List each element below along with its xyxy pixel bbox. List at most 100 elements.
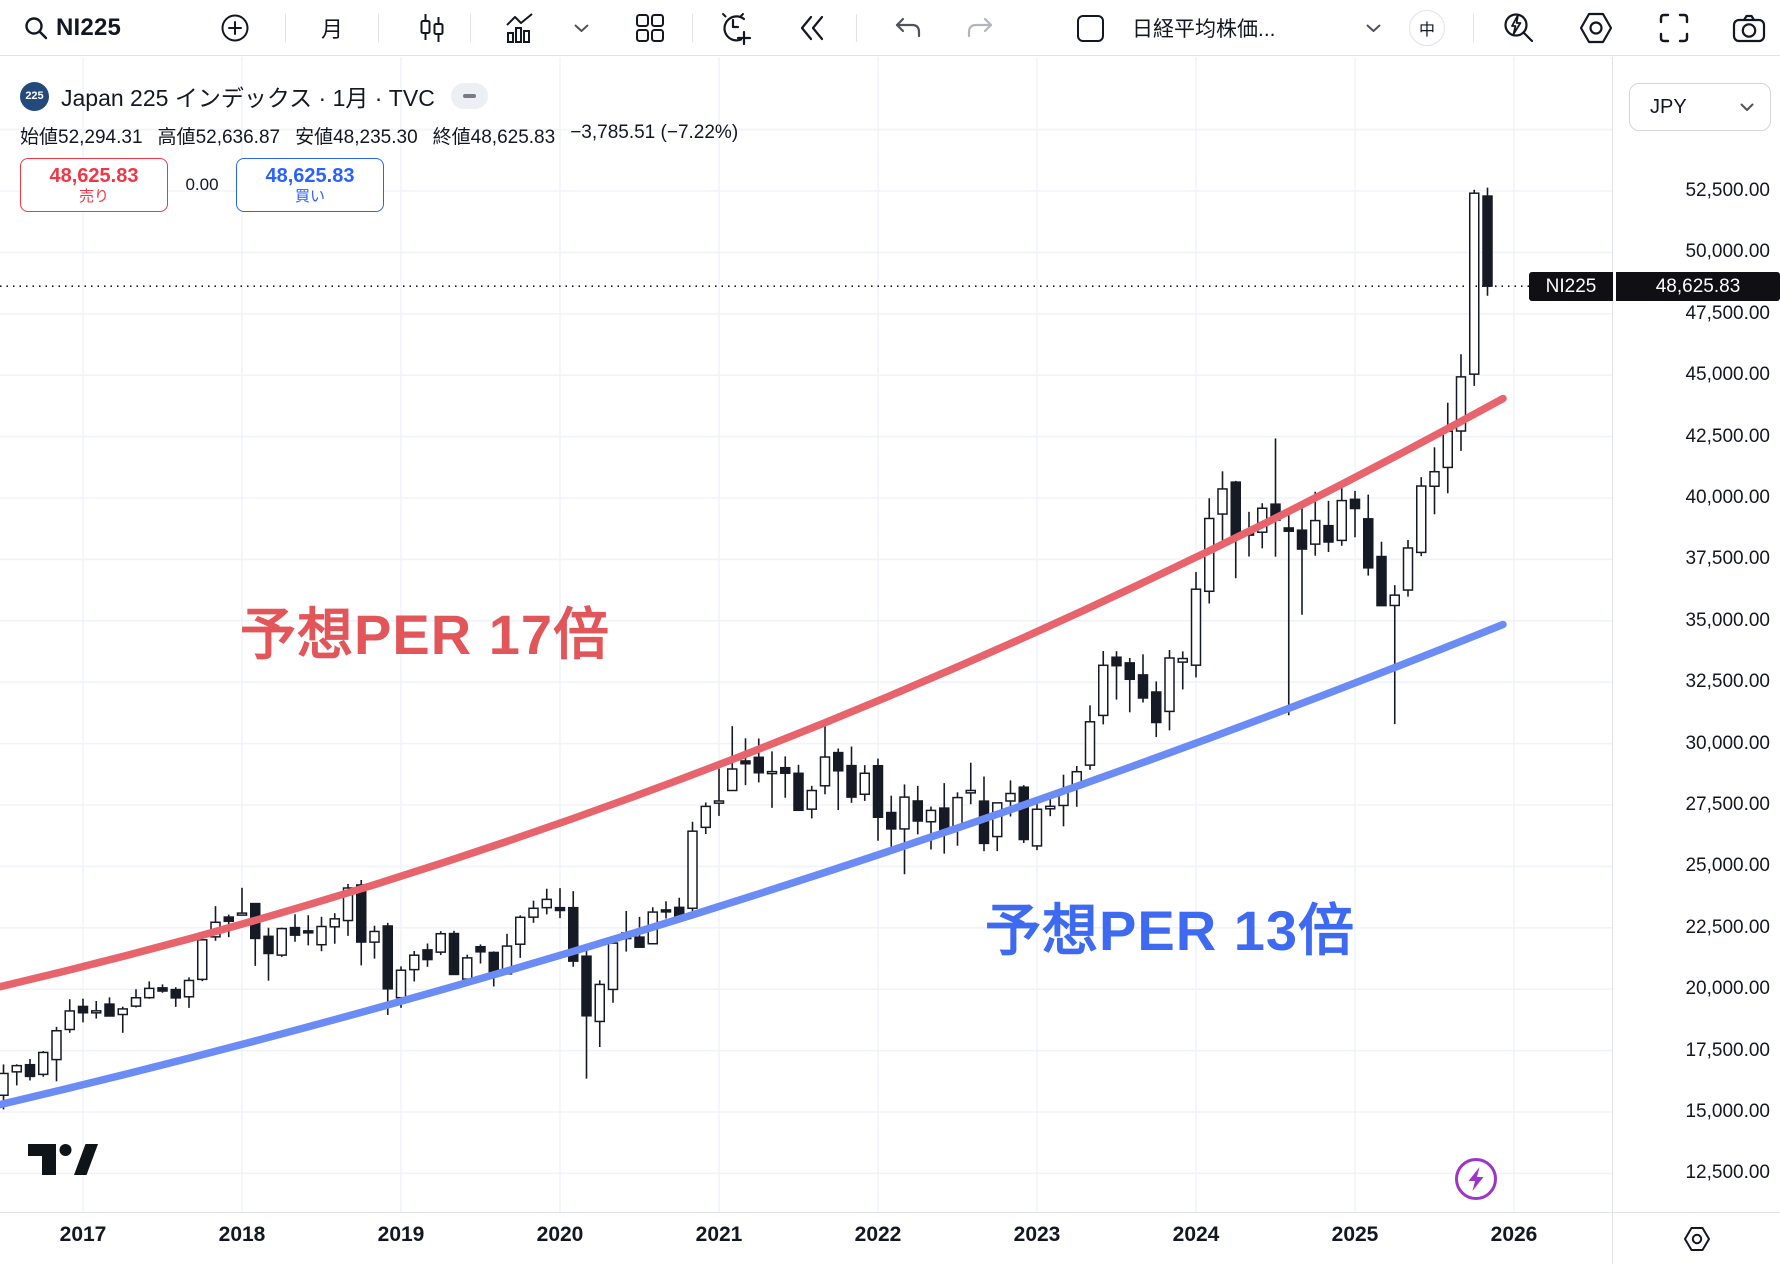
candle-2017-08 xyxy=(170,987,181,1007)
price-axis[interactable]: 52,500.00 50,000.00 47,500.00 45,000.00 42,5… xyxy=(1612,57,1780,1212)
settings-hexagon-icon xyxy=(1579,12,1613,44)
currency-selector[interactable]: JPY xyxy=(1629,83,1771,131)
chevron-down-icon xyxy=(574,24,588,32)
alert-clock-icon xyxy=(722,13,752,46)
tradingview-logo-icon xyxy=(28,1144,98,1175)
trade-buttons: 48,625.83 売り 0.00 48,625.83 買い xyxy=(20,158,384,212)
chart-title[interactable]: Japan 225 インデックス · 1月 · TVC xyxy=(61,85,435,111)
candle-2016-08 xyxy=(11,1064,22,1086)
toolbar-separator xyxy=(285,14,286,42)
ohlc-open: 始値52,294.31 xyxy=(20,127,143,148)
candle-2023-10 xyxy=(1151,681,1162,737)
candle-2017-06 xyxy=(144,981,155,999)
per-line-17[interactable] xyxy=(0,394,1507,991)
price-tick-45000: 45,000.00 xyxy=(1685,364,1770,386)
undo-icon xyxy=(895,17,921,38)
chart-plot-area[interactable] xyxy=(0,57,1612,1264)
chart-type-candles-button[interactable] xyxy=(412,0,452,56)
flash-search-icon xyxy=(1504,13,1534,43)
candle-2021-07 xyxy=(793,764,804,812)
candle-2020-12 xyxy=(700,802,711,835)
candle-2025-08 xyxy=(1442,402,1453,494)
candle-2019-02 xyxy=(409,950,420,982)
watchlist-dropdown[interactable] xyxy=(1360,0,1386,56)
candle-2023-11 xyxy=(1164,650,1175,731)
bar-replay-button[interactable] xyxy=(790,0,834,56)
candle-2021-08 xyxy=(806,785,817,819)
candle-2016-10 xyxy=(38,1051,49,1077)
redo-button[interactable] xyxy=(958,0,1002,56)
candle-2021-01 xyxy=(713,768,725,816)
candle-2020-11 xyxy=(687,821,698,912)
candle-2019-03 xyxy=(422,943,433,967)
plus-circle-icon xyxy=(221,14,249,42)
candle-2023-12 xyxy=(1177,651,1188,690)
candle-2023-08 xyxy=(1124,657,1135,713)
indicators-button[interactable] xyxy=(498,0,542,56)
sell-button[interactable]: 48,625.83 売り xyxy=(20,158,168,212)
candle-2024-03 xyxy=(1217,471,1228,541)
price-tick-20000: 20,000.00 xyxy=(1685,978,1770,1000)
quick-flash-button[interactable] xyxy=(1453,1156,1499,1207)
price-tick-22500: 22,500.00 xyxy=(1685,916,1770,938)
price-tick-37500: 37,500.00 xyxy=(1685,548,1770,570)
currency-label: JPY xyxy=(1650,95,1687,118)
candle-2024-10 xyxy=(1310,491,1321,556)
collapse-legend-button[interactable] xyxy=(450,83,488,109)
buy-button[interactable]: 48,625.83 買い xyxy=(236,158,384,212)
timeframe-button[interactable]: 月 xyxy=(320,17,343,42)
candle-2017-03 xyxy=(104,997,115,1017)
toolbar-separator xyxy=(856,14,857,42)
minus-icon xyxy=(462,94,476,98)
candle-2018-07 xyxy=(316,916,327,952)
alert-button[interactable] xyxy=(712,0,758,56)
per-line-13[interactable] xyxy=(0,620,1507,1109)
candle-2016-11 xyxy=(51,1026,62,1082)
symbol-search-button[interactable] xyxy=(18,0,54,56)
candle-2018-03 xyxy=(263,927,274,981)
per13-annotation: 予想PER 13倍 xyxy=(985,899,1355,962)
candle-2022-08 xyxy=(965,762,976,805)
candle-2025-06 xyxy=(1416,477,1427,557)
ohlc-change: −3,785.51 (−7.22%) xyxy=(570,122,739,143)
time-axis[interactable]: 2017 2018 2019 2020 2021 2022 2023 2024 2025 2026 xyxy=(0,1212,1780,1264)
spread-value: 0.00 xyxy=(185,175,219,194)
candle-2020-09 xyxy=(660,901,672,919)
replay-rewind-icon xyxy=(800,15,824,41)
year-tick-2021: 2021 xyxy=(695,1223,743,1246)
checkbox-icon xyxy=(1076,14,1104,42)
size-badge-button[interactable]: 中 xyxy=(1407,0,1447,56)
size-badge: 中 xyxy=(1409,10,1445,46)
symbol-name[interactable]: NI225 xyxy=(56,14,122,41)
fullscreen-icon xyxy=(1659,13,1689,43)
settings-button[interactable] xyxy=(1572,0,1620,56)
quick-search-button[interactable] xyxy=(1496,0,1542,56)
axis-settings-corner[interactable] xyxy=(1612,1212,1780,1264)
fullscreen-button[interactable] xyxy=(1652,0,1696,56)
tradingview-logo[interactable] xyxy=(28,1142,98,1181)
candle-2019-08 xyxy=(488,951,499,987)
candle-2025-07 xyxy=(1429,447,1440,515)
toolbar-separator xyxy=(692,14,693,42)
candles xyxy=(0,187,1493,1110)
candle-2020-01 xyxy=(554,888,566,919)
candle-2018-12 xyxy=(382,922,393,1016)
layout-grid-button[interactable] xyxy=(628,0,672,56)
watchlist-symbol-name[interactable]: 日経平均株価... xyxy=(1132,18,1276,41)
indicators-dropdown[interactable] xyxy=(566,0,596,56)
candle-2022-01 xyxy=(872,758,884,841)
undo-button[interactable] xyxy=(886,0,930,56)
snapshot-button[interactable] xyxy=(1726,0,1772,56)
watchlist-checkbox[interactable] xyxy=(1074,0,1106,56)
candle-2022-02 xyxy=(886,795,897,848)
candle-2024-11 xyxy=(1323,500,1334,553)
candle-2022-07 xyxy=(952,792,963,846)
candle-2022-05 xyxy=(925,806,937,850)
candle-2019-12 xyxy=(541,888,552,915)
candle-2019-10 xyxy=(515,915,526,958)
camera-icon xyxy=(1732,14,1766,43)
compare-add-button[interactable] xyxy=(216,0,254,56)
candle-2024-08 xyxy=(1283,514,1294,716)
last-price-symbol-tag: NI225 xyxy=(1529,272,1613,301)
chart-legend[interactable]: 225 Japan 225 インデックス · 1月 · TVC xyxy=(20,80,488,112)
